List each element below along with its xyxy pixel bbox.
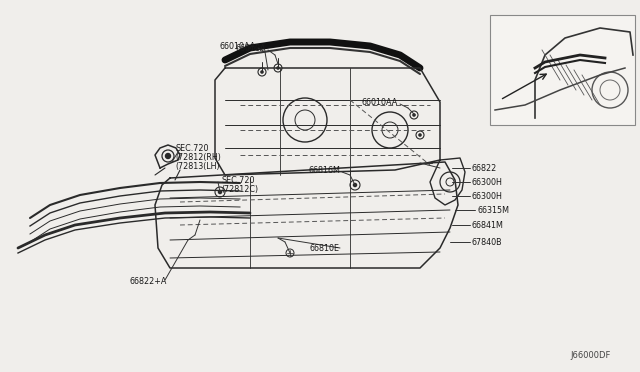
Text: 67840B: 67840B [472,237,502,247]
Circle shape [166,154,170,158]
Circle shape [276,66,280,70]
Text: 66841M: 66841M [472,221,504,230]
Circle shape [218,190,222,194]
Text: 66010A: 66010A [236,44,266,52]
Text: SEC.720: SEC.720 [175,144,209,153]
Text: 66315M: 66315M [477,205,509,215]
Text: (72813(LH): (72813(LH) [175,161,220,170]
Circle shape [412,113,416,117]
Text: SEC.720: SEC.720 [221,176,255,185]
Text: 66300H: 66300H [472,177,503,186]
Circle shape [260,70,264,74]
Text: 66010AA: 66010AA [220,42,256,51]
Text: 66816M: 66816M [308,166,340,174]
Circle shape [353,183,357,187]
Bar [490,15,635,125]
Text: 66822+A: 66822+A [130,278,168,286]
Text: J66000DF: J66000DF [570,351,611,360]
Text: 66810E: 66810E [310,244,340,253]
Text: 66010AA: 66010AA [362,97,398,106]
Text: (72812C): (72812C) [221,185,258,193]
Text: (72812(RH): (72812(RH) [175,153,221,161]
Text: 66822: 66822 [472,164,497,173]
Circle shape [418,133,422,137]
Text: 66300H: 66300H [472,192,503,201]
